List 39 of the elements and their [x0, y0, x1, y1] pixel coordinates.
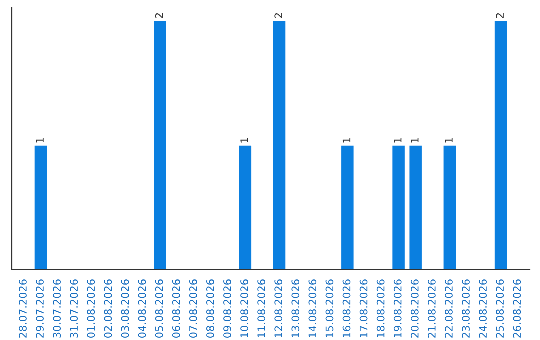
- data-label: 1: [445, 138, 453, 143]
- x-tick-label: 08.08.2026: [206, 280, 214, 338]
- x-tick-label: 26.08.2026: [513, 280, 522, 338]
- data-label: 1: [240, 138, 248, 143]
- x-tick-label: 31.07.2026: [70, 280, 78, 338]
- x-tick-label: 05.08.2026: [155, 280, 164, 338]
- x-tick-label: 28.07.2026: [19, 280, 27, 338]
- x-tick-label: 20.08.2026: [410, 280, 419, 338]
- data-label: 2: [155, 14, 164, 18]
- x-tick-label: 14.08.2026: [308, 280, 317, 338]
- x-tick-label: 17.08.2026: [360, 280, 368, 338]
- x-tick-label: 01.08.2026: [87, 280, 96, 338]
- x-tick-label: 29.07.2026: [36, 280, 44, 338]
- data-label: 1: [411, 138, 419, 143]
- x-tick-label: 15.08.2026: [326, 280, 334, 338]
- data-label: 1: [342, 138, 351, 143]
- x-tick-label: 09.08.2026: [224, 280, 232, 338]
- x-tick-label: 21.08.2026: [428, 280, 436, 338]
- x-tick-label: 30.07.2026: [53, 280, 62, 338]
- x-tick-label: 06.08.2026: [172, 280, 180, 338]
- data-label: 2: [274, 14, 282, 18]
- x-tick-label: 11.08.2026: [258, 280, 266, 338]
- data-label: 1: [36, 138, 44, 143]
- x-tick-label: 25.08.2026: [496, 280, 504, 338]
- x-tick-label: 04.08.2026: [138, 280, 146, 338]
- x-tick-label: 22.08.2026: [445, 280, 453, 338]
- x-tick-label: 23.08.2026: [462, 280, 470, 338]
- x-tick-label: 18.08.2026: [376, 280, 385, 338]
- x-tick-label: 12.08.2026: [274, 280, 283, 338]
- x-tick-label: 16.08.2026: [342, 280, 351, 338]
- x-tick-label: 07.08.2026: [189, 280, 198, 338]
- x-tick-label: 13.08.2026: [292, 280, 300, 338]
- x-tick-label: 03.08.2026: [121, 280, 130, 338]
- x-tick-label: 19.08.2026: [394, 280, 402, 338]
- x-tick-label: 02.08.2026: [104, 280, 112, 338]
- data-label: 1: [394, 138, 402, 143]
- x-tick-label: 24.08.2026: [479, 280, 488, 338]
- data-label: 2: [496, 14, 504, 18]
- x-tick-label: 10.08.2026: [240, 280, 248, 338]
